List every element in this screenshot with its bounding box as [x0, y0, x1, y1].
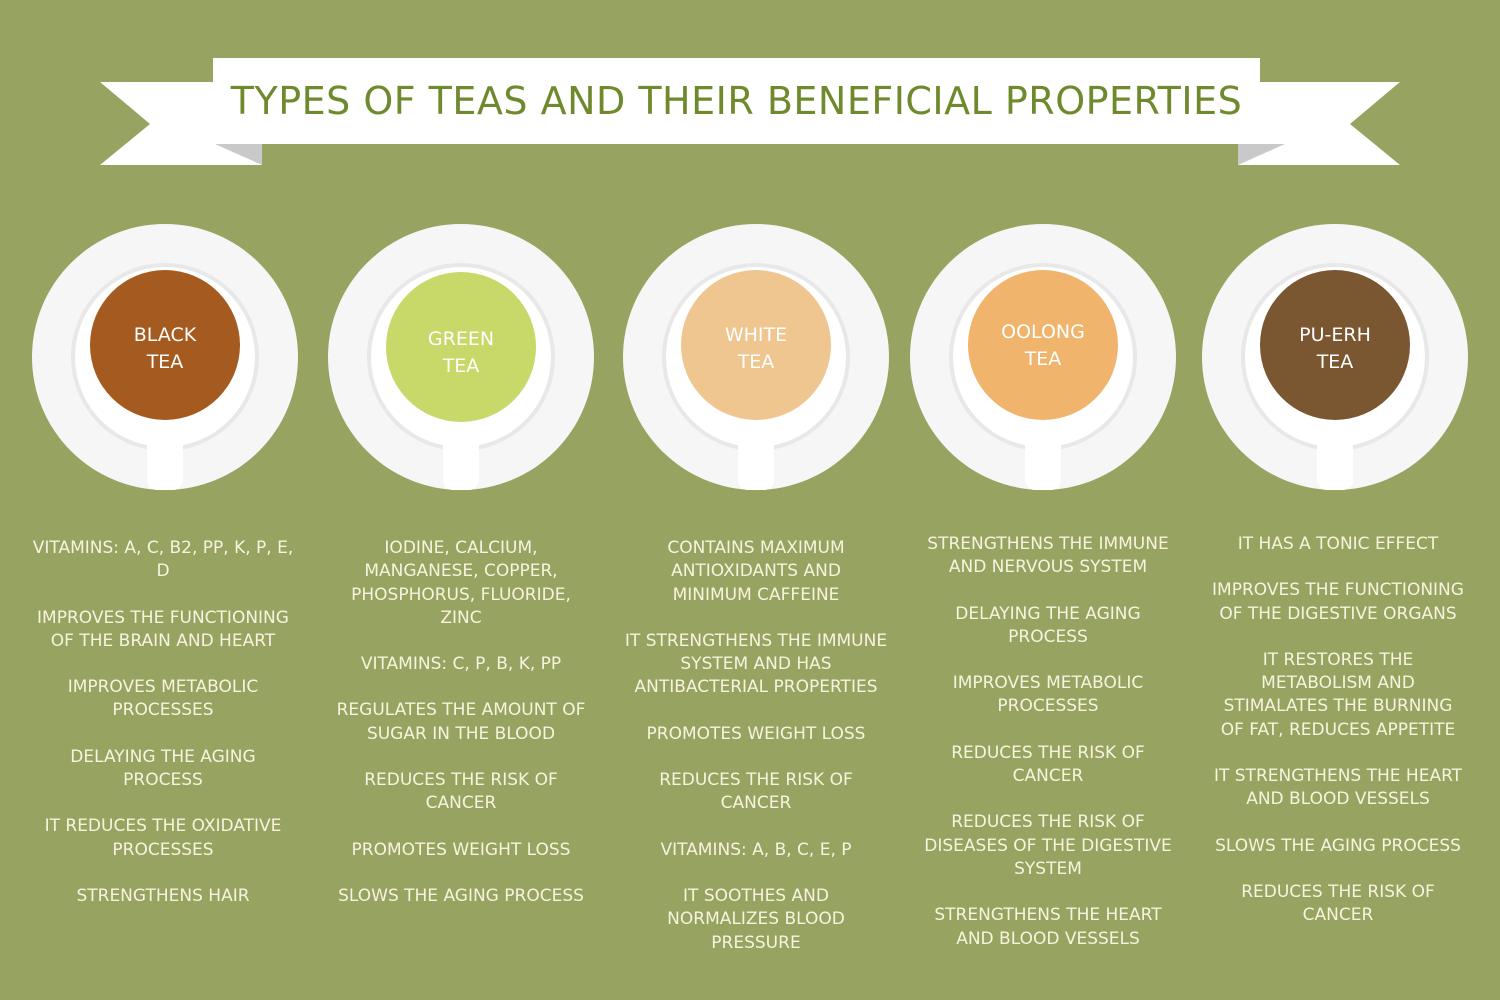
tea-liquid: [1260, 270, 1410, 420]
benefit-item: VITAMINS: C, P, B, K, PP: [360, 654, 562, 675]
title-banner: [100, 58, 1400, 165]
benefit-item: IMPROVES METABOLIC PROCESSES: [952, 673, 1144, 717]
benefit-item: REDUCES THE RISK OF CANCER: [364, 770, 558, 814]
tea-name: GREEN TEA: [427, 328, 495, 377]
tea-liquid: [90, 270, 240, 420]
cup-graphic: [623, 224, 889, 490]
benefit-item: SLOWS THE AGING PROCESS: [338, 885, 584, 906]
benefit-item: IT REDUCES THE OXIDATIVE PROCESSES: [44, 816, 282, 860]
benefit-item: REGULATES THE AMOUNT OF SUGAR IN THE BLO…: [336, 700, 586, 744]
benefit-item: STRENGTHENS THE IMMUNE AND NERVOUS SYSTE…: [927, 534, 1169, 578]
benefit-item: REDUCES THE RISK OF DISEASES OF THE DIGE…: [924, 812, 1172, 879]
banner-left-fold: [215, 144, 262, 165]
cup-white-tea: WHITE TEA: [621, 222, 891, 492]
benefit-item: REDUCES THE RISK OF CANCER: [951, 742, 1145, 787]
benefit-item: REDUCES THE RISK OF CANCER: [659, 770, 853, 814]
cup-graphic: [32, 224, 298, 490]
benefit-item: IT STRENGTHENS THE IMMUNE SYSTEM AND HAS…: [624, 630, 888, 698]
tea-liquid: [386, 272, 536, 422]
benefits-oolong-tea: STRENGTHENS THE IMMUNE AND NERVOUS SYSTE…: [898, 533, 1198, 974]
tea-name: BLACK TEA: [133, 324, 197, 373]
cup-green-tea: GREEN TEA: [326, 222, 596, 492]
banner-right-fold: [1238, 144, 1285, 165]
benefit-item: IT STRENGTHENS THE HEART AND BLOOD VESSE…: [1213, 766, 1463, 810]
benefit-item: SLOWS THE AGING PROCESS: [1215, 835, 1461, 856]
benefit-item: CONTAINS MAXIMUM ANTIOXIDANTS AND MINIMU…: [667, 538, 845, 605]
cup-oolong-tea: OOLONG TEA: [908, 222, 1178, 492]
benefit-item: PROMOTES WEIGHT LOSS: [646, 723, 866, 744]
cup-black-tea: BLACK TEA: [30, 222, 300, 492]
tea-liquid: [681, 270, 831, 420]
benefit-item: DELAYING THE AGING PROCESS: [70, 746, 256, 791]
cup-graphic: [328, 224, 594, 490]
tea-name: WHITE TEA: [724, 324, 788, 373]
benefit-item: REDUCES THE RISK OF CANCER: [1241, 881, 1435, 926]
benefit-item: IMPROVES THE FUNCTIONING OF THE DIGESTIV…: [1212, 580, 1464, 624]
benefit-item: DELAYING THE AGING PROCESS: [955, 603, 1141, 647]
benefit-item: IT HAS A TONIC EFFECT: [1237, 534, 1439, 554]
cup-graphic: [1202, 224, 1468, 490]
benefits-green-tea: IODINE, CALCIUM, MANGANESE, COPPER, PHOS…: [311, 537, 611, 931]
benefit-item: IT SOOTHES AND NORMALIZES BLOOD PRESSURE: [667, 885, 845, 953]
page-title: TYPES OF TEAS AND THEIR BENEFICIAL PROPE…: [230, 79, 1243, 123]
banner-main: [213, 58, 1260, 144]
benefits-pu-erh-tea: IT HAS A TONIC EFFECT IMPROVES THE FUNCT…: [1188, 533, 1488, 951]
tea-name: OOLONG TEA: [1001, 321, 1085, 370]
benefit-item: IMPROVES METABOLIC PROCESSES: [67, 677, 259, 721]
benefits-black-tea: VITAMINS: A, C, B2, PP, K, P, E, D IMPRO…: [13, 537, 313, 931]
benefit-item: IODINE, CALCIUM, MANGANESE, COPPER, PHOS…: [351, 538, 571, 628]
benefits-white-tea: CONTAINS MAXIMUM ANTIOXIDANTS AND MINIMU…: [606, 537, 906, 978]
cup-pu-erh-tea: PU-ERH TEA: [1200, 222, 1470, 492]
benefit-item: VITAMINS: A, C, B2, PP, K, P, E, D: [32, 538, 294, 582]
tea-name: PU-ERH TEA: [1299, 324, 1371, 373]
cup-graphic: [910, 224, 1176, 490]
benefit-item: PROMOTES WEIGHT LOSS: [351, 839, 571, 860]
benefit-item: IMPROVES THE FUNCTIONING OF THE BRAIN AN…: [37, 607, 289, 651]
benefit-item: STRENGTHENS THE HEART AND BLOOD VESSELS: [934, 905, 1162, 949]
benefit-item: STRENGTHENS HAIR: [76, 885, 250, 906]
benefit-item: IT RESTORES THE METABOLISM AND STIMALATE…: [1220, 649, 1456, 740]
benefit-item: VITAMINS: A, B, C, E, P: [660, 839, 852, 860]
tea-liquid: [968, 270, 1118, 420]
